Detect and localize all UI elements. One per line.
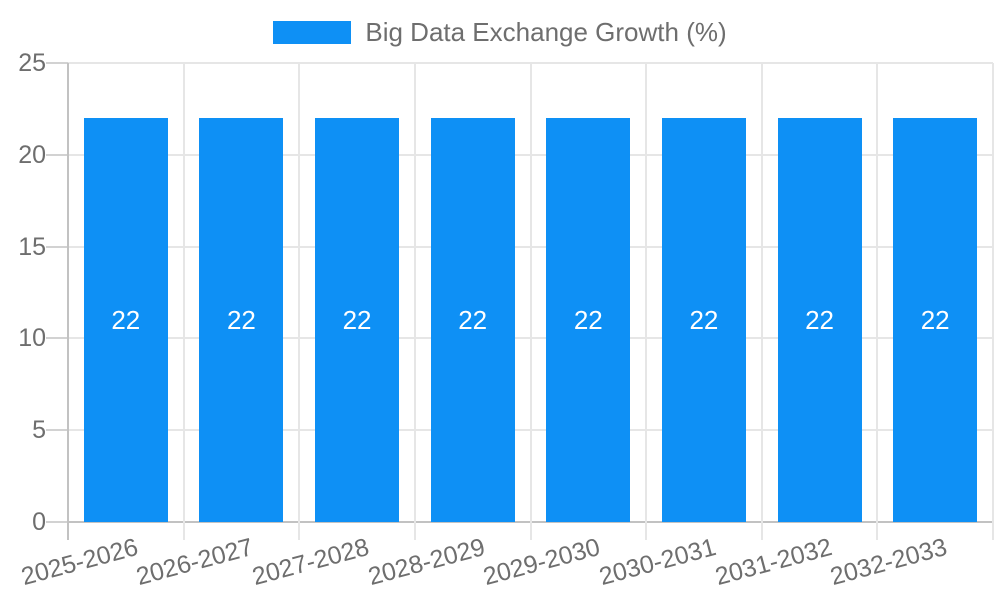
y-tick-label: 25 — [18, 49, 46, 77]
y-tick-label: 10 — [18, 324, 46, 353]
legend-swatch-icon — [273, 20, 352, 44]
y-tick-label: 5 — [32, 416, 46, 445]
legend[interactable]: Big Data Exchange Growth (%) — [0, 14, 1000, 50]
x-gridline — [298, 63, 301, 540]
y-tick-mark — [46, 429, 68, 432]
bar-value-label: 22 — [805, 304, 835, 335]
bar-value-label: 22 — [689, 304, 719, 335]
bar[interactable]: 22 — [315, 118, 400, 522]
bar[interactable]: 22 — [83, 118, 168, 522]
bar-value-label: 22 — [458, 304, 488, 335]
bar-value-label: 22 — [226, 304, 256, 335]
x-gridline — [645, 63, 648, 540]
x-gridline — [992, 63, 994, 540]
bar[interactable]: 22 — [546, 118, 631, 522]
bar[interactable]: 22 — [777, 118, 862, 522]
y-tick-mark — [46, 245, 68, 248]
x-gridline — [760, 63, 763, 540]
bar[interactable]: 22 — [430, 118, 515, 522]
bar-value-label: 22 — [920, 304, 950, 335]
x-gridline — [529, 63, 532, 540]
x-gridline — [182, 63, 185, 540]
bar-value-label: 22 — [111, 304, 141, 335]
bar-value-label: 22 — [342, 304, 372, 335]
y-tick-mark — [46, 153, 68, 156]
y-tick-label: 15 — [18, 232, 46, 261]
y-tick-mark — [46, 62, 68, 64]
y-axis-line — [67, 63, 69, 540]
bar-value-label: 22 — [573, 304, 603, 335]
y-tick-mark — [46, 337, 68, 340]
bar[interactable]: 22 — [199, 118, 284, 522]
y-tick-label: 0 — [32, 508, 46, 536]
x-gridline — [413, 63, 416, 540]
bar[interactable]: 22 — [661, 118, 746, 522]
bar[interactable]: 22 — [893, 118, 978, 522]
y-tick-mark — [46, 521, 68, 523]
x-gridline — [876, 63, 879, 540]
legend-label: Big Data Exchange Growth (%) — [365, 16, 727, 47]
y-tick-label: 20 — [18, 140, 46, 169]
